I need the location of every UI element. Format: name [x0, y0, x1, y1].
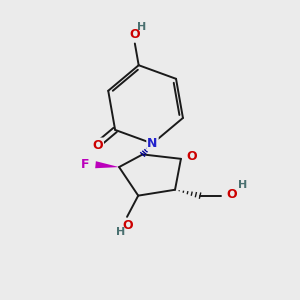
Text: O: O: [187, 150, 197, 163]
Polygon shape: [95, 161, 119, 168]
Text: O: O: [92, 139, 103, 152]
Text: H: H: [137, 22, 146, 32]
Text: F: F: [80, 158, 89, 171]
Text: O: O: [130, 28, 140, 41]
Text: N: N: [147, 137, 158, 150]
Text: O: O: [226, 188, 237, 201]
Text: O: O: [122, 219, 133, 232]
Text: H: H: [116, 227, 125, 237]
Text: H: H: [238, 180, 247, 190]
